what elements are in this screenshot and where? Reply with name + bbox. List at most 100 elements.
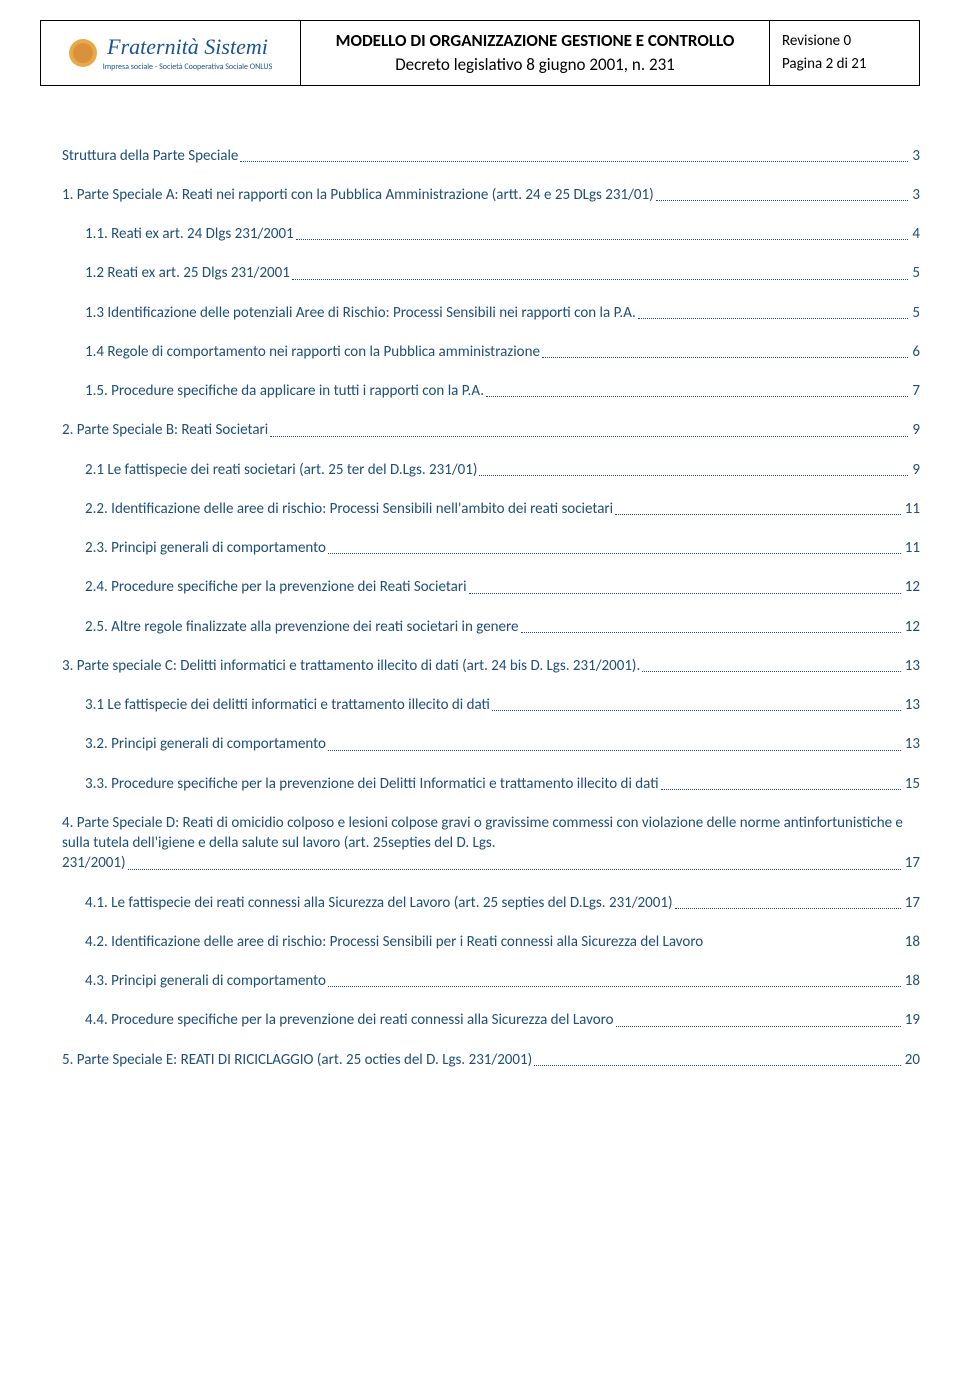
- revision-text: Revisione 0: [782, 30, 907, 53]
- logo-cell: Fraternità Sistemi Impresa sociale - Soc…: [41, 21, 301, 86]
- toc-entry-leader-dots: [656, 200, 909, 201]
- toc-entry-page: 12: [903, 577, 920, 597]
- toc-entry-page: 3: [910, 146, 920, 166]
- toc-entry-leader-dots: [638, 318, 909, 319]
- toc-entry-page: 3: [910, 185, 920, 205]
- toc-entry-page: 19: [903, 1010, 920, 1030]
- toc-entry[interactable]: 4.4. Procedure specifiche per la prevenz…: [62, 1010, 920, 1030]
- toc-entry-leader-dots: [128, 869, 901, 870]
- toc-entry-page: 5: [910, 263, 920, 283]
- toc-entry-title: 1. Parte Speciale A: Reati nei rapporti …: [62, 185, 654, 205]
- header-revision-cell: Revisione 0 Pagina 2 di 21: [770, 21, 920, 86]
- toc-entry-page: 11: [903, 538, 920, 558]
- toc-entry-title: 1.3 Identificazione delle potenziali Are…: [85, 303, 636, 323]
- toc-entry-leader-dots: [616, 1026, 901, 1027]
- toc-entry[interactable]: 2.4. Procedure specifiche per la prevenz…: [62, 577, 920, 597]
- toc-entry[interactable]: 5. Parte Speciale E: REATI DI RICICLAGGI…: [62, 1050, 920, 1070]
- toc-entry-title: 4.1. Le fattispecie dei reati connessi a…: [85, 893, 673, 913]
- toc-entry-page: 9: [910, 460, 920, 480]
- toc-entry[interactable]: 2. Parte Speciale B: Reati Societari 9: [62, 420, 920, 440]
- toc-entry[interactable]: 1.2 Reati ex art. 25 Dlgs 231/2001 5: [62, 263, 920, 283]
- toc-entry-pretext: 4. Parte Speciale D: Reati di omicidio c…: [62, 813, 920, 854]
- toc-entry-leader-dots: [292, 279, 909, 280]
- toc-entry-title: 2.4. Procedure specifiche per la prevenz…: [85, 577, 467, 597]
- toc-entry-leader-dots: [534, 1065, 901, 1066]
- toc-entry[interactable]: 1. Parte Speciale A: Reati nei rapporti …: [62, 185, 920, 205]
- toc-entry-title: 5. Parte Speciale E: REATI DI RICICLAGGI…: [62, 1050, 532, 1070]
- page-info-text: Pagina 2 di 21: [782, 53, 907, 76]
- toc-entry-leader-dots: [296, 239, 909, 240]
- toc-entry-leader-dots: [492, 710, 901, 711]
- header-title-1: MODELLO DI ORGANIZZAZIONE GESTIONE E CON…: [313, 29, 757, 53]
- toc-entry[interactable]: 3.2. Principi generali di comportamento 1…: [62, 734, 920, 754]
- toc-entry-page: 13: [903, 734, 920, 754]
- toc-entry-leader-dots: [615, 514, 901, 515]
- toc-entry[interactable]: 4.2. Identificazione delle aree di risch…: [62, 932, 920, 952]
- toc-entry-title: 3. Parte speciale C: Delitti informatici…: [62, 656, 640, 676]
- table-of-contents: Struttura della Parte Speciale 3 1. Parte …: [40, 146, 920, 1070]
- header-table: Fraternità Sistemi Impresa sociale - Soc…: [40, 20, 920, 86]
- toc-entry-leader-dots: [328, 750, 901, 751]
- toc-entry-title: Struttura della Parte Speciale: [62, 146, 238, 166]
- toc-entry-title: 2. Parte Speciale B: Reati Societari: [62, 420, 268, 440]
- toc-entry-title: 2.1 Le fattispecie dei reati societari (…: [85, 460, 477, 480]
- toc-entry-page: 9: [910, 420, 920, 440]
- toc-entry-leader-dots: [469, 593, 901, 594]
- toc-entry-title: 3.1 Le fattispecie dei delitti informati…: [85, 695, 490, 715]
- toc-entry-leader-dots: [675, 908, 901, 909]
- logo-main-text: Fraternità Sistemi: [103, 34, 273, 60]
- toc-entry-lastline: 231/2001) 17: [62, 853, 920, 873]
- header-title-2: Decreto legislativo 8 giugno 2001, n. 23…: [313, 53, 757, 77]
- toc-entry[interactable]: 1.5. Procedure specifiche da applicare i…: [62, 381, 920, 401]
- toc-entry-leader-dots: [642, 671, 901, 672]
- toc-entry-page: 17: [903, 893, 920, 913]
- toc-entry[interactable]: 2.1 Le fattispecie dei reati societari (…: [62, 460, 920, 480]
- toc-entry-page: 15: [903, 774, 920, 794]
- toc-entry-page: 18: [903, 932, 920, 952]
- toc-entry-page: 20: [903, 1050, 920, 1070]
- toc-entry-title: 1.2 Reati ex art. 25 Dlgs 231/2001: [85, 263, 290, 283]
- toc-entry-page: 13: [903, 695, 920, 715]
- toc-entry-title: 1.5. Procedure specifiche da applicare i…: [85, 381, 484, 401]
- toc-entry-title: 2.2. Identificazione delle aree di risch…: [85, 499, 613, 519]
- toc-entry-title: 4.3. Principi generali di comportamento: [85, 971, 326, 991]
- toc-entry[interactable]: 3.1 Le fattispecie dei delitti informati…: [62, 695, 920, 715]
- toc-entry[interactable]: 4.3. Principi generali di comportamento 1…: [62, 971, 920, 991]
- toc-entry-page: 4: [910, 224, 920, 244]
- toc-entry-title: 4.4. Procedure specifiche per la prevenz…: [85, 1010, 614, 1030]
- toc-entry[interactable]: 4.1. Le fattispecie dei reati connessi a…: [62, 893, 920, 913]
- toc-entry[interactable]: 2.2. Identificazione delle aree di risch…: [62, 499, 920, 519]
- toc-entry-leader-dots: [521, 632, 901, 633]
- toc-entry[interactable]: 1.4 Regole di comportamento nei rapporti…: [62, 342, 920, 362]
- toc-entry-title: 2.3. Principi generali di comportamento: [85, 538, 326, 558]
- toc-entry-leader-dots: [486, 396, 908, 397]
- logo-icon: [69, 39, 97, 67]
- toc-entry[interactable]: 4. Parte Speciale D: Reati di omicidio c…: [62, 813, 920, 874]
- toc-entry-page: 17: [903, 853, 920, 873]
- toc-entry-leader-dots: [270, 436, 908, 437]
- toc-entry-page: 6: [910, 342, 920, 362]
- toc-entry-page: 11: [903, 499, 920, 519]
- toc-entry[interactable]: 2.3. Principi generali di comportamento 1…: [62, 538, 920, 558]
- toc-entry-title: 4.2. Identificazione delle aree di risch…: [85, 932, 703, 952]
- toc-entry-title: 1.1. Reati ex art. 24 Dlgs 231/2001: [85, 224, 294, 244]
- toc-entry[interactable]: 3. Parte speciale C: Delitti informatici…: [62, 656, 920, 676]
- toc-entry-leader-dots: [328, 986, 901, 987]
- toc-entry-page: 5: [910, 303, 920, 323]
- toc-entry-title: 231/2001): [62, 853, 126, 873]
- header-title-cell: MODELLO DI ORGANIZZAZIONE GESTIONE E CON…: [301, 21, 770, 86]
- toc-entry[interactable]: 1.3 Identificazione delle potenziali Are…: [62, 303, 920, 323]
- toc-entry-title: 3.3. Procedure specifiche per la prevenz…: [85, 774, 659, 794]
- toc-entry-page: 18: [903, 971, 920, 991]
- toc-entry-page: 7: [910, 381, 920, 401]
- toc-entry-page: 13: [903, 656, 920, 676]
- toc-entry-leader-dots: [240, 161, 908, 162]
- toc-entry[interactable]: 3.3. Procedure specifiche per la prevenz…: [62, 774, 920, 794]
- toc-entry-page: 12: [903, 617, 920, 637]
- toc-entry[interactable]: 2.5. Altre regole finalizzate alla preve…: [62, 617, 920, 637]
- toc-entry-leader-dots: [328, 553, 901, 554]
- toc-entry-title: 3.2. Principi generali di comportamento: [85, 734, 326, 754]
- toc-entry-leader-dots: [661, 789, 901, 790]
- toc-entry[interactable]: Struttura della Parte Speciale 3: [62, 146, 920, 166]
- toc-entry[interactable]: 1.1. Reati ex art. 24 Dlgs 231/2001 4: [62, 224, 920, 244]
